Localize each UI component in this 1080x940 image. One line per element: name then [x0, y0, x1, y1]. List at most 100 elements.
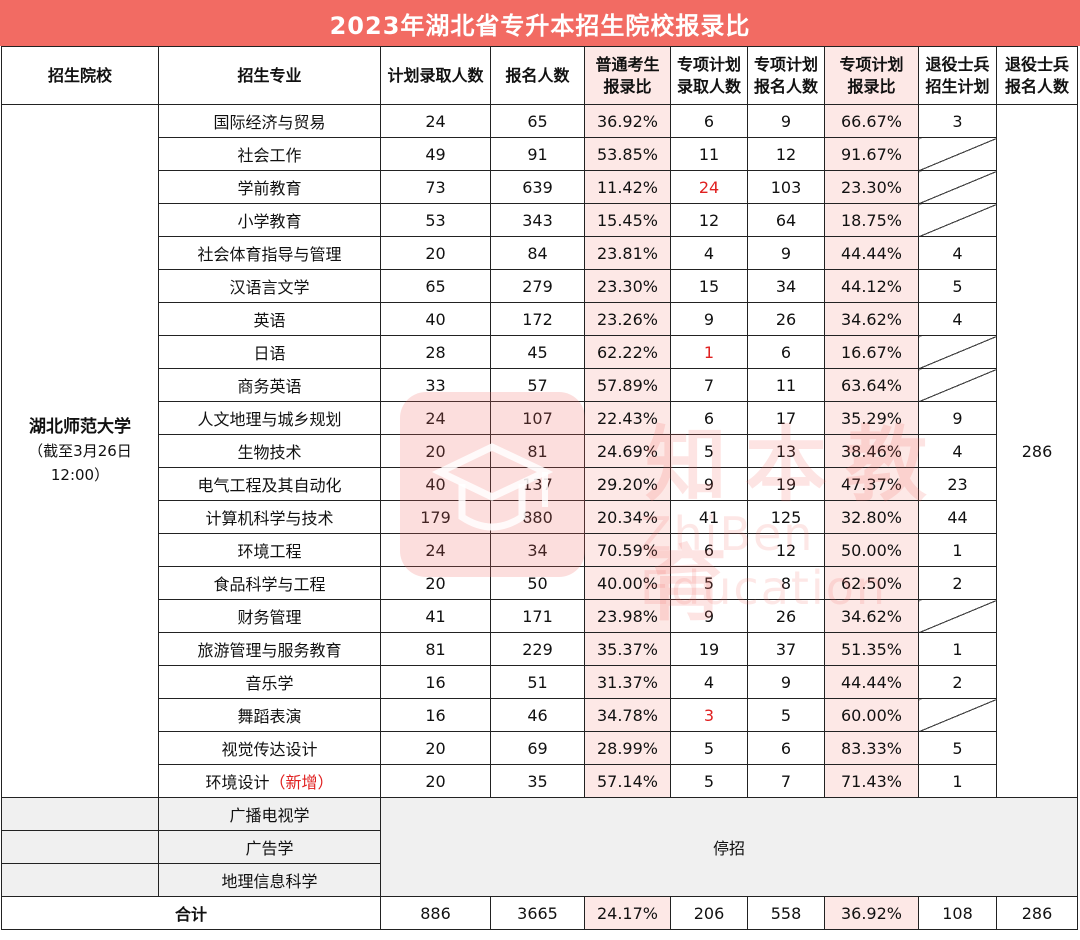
major-cell: 舞蹈表演 [158, 698, 381, 732]
special-apply-cell: 34 [747, 269, 825, 303]
major-cell: 小学教育 [158, 203, 381, 237]
plan-cell: 20 [380, 566, 491, 600]
table-row: 汉语言文学 65 279 23.30% 15 34 44.12% 5 [2, 269, 1078, 303]
special-ratio-cell: 32.80% [824, 500, 919, 534]
special-apply-cell: 9 [747, 104, 825, 138]
plan-cell: 16 [380, 698, 491, 732]
special-apply-cell: 125 [747, 500, 825, 534]
plan-cell: 41 [380, 599, 491, 633]
plan-cell: 33 [380, 368, 491, 402]
special-ratio-cell: 83.33% [824, 731, 919, 765]
special-ratio-cell: 18.75% [824, 203, 919, 237]
ratio-cell: 15.45% [584, 203, 671, 237]
page-title: 2023年湖北省专升本招生院校报录比 [0, 0, 1080, 46]
major-cell: 国际经济与贸易 [158, 104, 381, 138]
plan-cell: 16 [380, 665, 491, 699]
applicants-cell: 34 [490, 533, 585, 567]
special-admit-cell: 5 [670, 764, 748, 798]
total-row: 合计 886 3665 24.17% 206 558 36.92% 108 286 [1, 896, 1078, 930]
special-apply-cell: 17 [747, 401, 825, 435]
special-admit-cell: 6 [670, 401, 748, 435]
plan-cell: 24 [380, 533, 491, 567]
major-cell: 英语 [158, 302, 381, 336]
ratio-cell: 29.20% [584, 467, 671, 501]
header-veteran-apply: 退役士兵 报名人数 [996, 46, 1078, 105]
applicants-cell: 91 [490, 137, 585, 171]
total-veteran-plan-cell: 108 [918, 896, 997, 930]
special-ratio-cell: 44.12% [824, 269, 919, 303]
header-special-apply: 专项计划 报名人数 [747, 46, 825, 105]
special-ratio-cell: 23.30% [824, 170, 919, 204]
special-admit-cell: 9 [670, 302, 748, 336]
table-row: 湖北师范大学 （截至3月26日 12:00） 国际经济与贸易 24 65 36.… [1, 104, 1078, 798]
veteran-plan-cell [918, 335, 997, 369]
special-admit-cell: 4 [670, 665, 748, 699]
special-admit-cell: 9 [670, 467, 748, 501]
special-admit-cell: 4 [670, 236, 748, 270]
veteran-plan-cell: 1 [918, 632, 997, 666]
ratio-cell: 23.26% [584, 302, 671, 336]
major-cell: 学前教育 [158, 170, 381, 204]
stopped-major-cell: 广告学 [158, 830, 381, 864]
applicants-cell: 51 [490, 665, 585, 699]
plan-cell: 24 [380, 104, 491, 138]
school-name: 湖北师范大学 [29, 417, 131, 437]
total-special-ratio-cell: 36.92% [824, 896, 919, 930]
special-admit-cell: 6 [670, 104, 748, 138]
ratio-cell: 31.37% [584, 665, 671, 699]
plan-cell: 40 [380, 302, 491, 336]
veteran-plan-cell: 3 [918, 104, 997, 138]
plan-cell: 40 [380, 467, 491, 501]
applicants-cell: 137 [490, 467, 585, 501]
header-school: 招生院校 [1, 46, 159, 105]
special-ratio-cell: 71.43% [824, 764, 919, 798]
special-apply-cell: 26 [747, 599, 825, 633]
major-cell: 视觉传达设计 [158, 731, 381, 765]
stopped-major-cell: 地理信息科学 [158, 863, 381, 897]
total-special-apply-cell: 558 [747, 896, 825, 930]
major-cell: 日语 [158, 335, 381, 369]
school-note: （截至3月26日 [28, 442, 132, 460]
special-admit-cell: 9 [670, 599, 748, 633]
special-apply-cell: 64 [747, 203, 825, 237]
veteran-plan-cell: 2 [918, 566, 997, 600]
school-note-time: 12:00） [50, 466, 110, 484]
major-cell: 人文地理与城乡规划 [158, 401, 381, 435]
veteran-plan-cell: 2 [918, 665, 997, 699]
special-apply-cell: 12 [747, 533, 825, 567]
ratio-cell: 57.89% [584, 368, 671, 402]
major-cell: 汉语言文学 [158, 269, 381, 303]
special-apply-cell: 6 [747, 731, 825, 765]
ratio-cell: 34.78% [584, 698, 671, 732]
table-row: 英语 40 172 23.26% 9 26 34.62% 4 [2, 302, 1078, 336]
applicants-cell: 343 [490, 203, 585, 237]
special-apply-cell: 6 [747, 335, 825, 369]
veteran-plan-cell: 4 [918, 434, 997, 468]
plan-cell: 53 [380, 203, 491, 237]
table-row: 小学教育 53 343 15.45% 12 64 18.75% [2, 203, 1078, 237]
stopped-label-cell: 停招 [380, 797, 1078, 897]
major-cell: 旅游管理与服务教育 [158, 632, 381, 666]
special-ratio-cell: 47.37% [824, 467, 919, 501]
veteran-plan-cell [918, 203, 997, 237]
veteran-plan-cell [918, 137, 997, 171]
ratio-cell: 40.00% [584, 566, 671, 600]
special-apply-cell: 19 [747, 467, 825, 501]
special-admit-cell: 5 [670, 731, 748, 765]
header-row: 招生院校 招生专业 计划录取人数 报名人数 普通考生 报录比 专项计划 录取人数 专… [1, 46, 1078, 105]
ratio-cell: 36.92% [584, 104, 671, 138]
total-ratio-cell: 24.17% [584, 896, 671, 930]
total-veteran-apply-cell: 286 [996, 896, 1078, 930]
special-ratio-cell: 51.35% [824, 632, 919, 666]
veteran-plan-cell [918, 368, 997, 402]
special-admit-cell: 7 [670, 368, 748, 402]
major-cell: 环境设计（新增） [158, 764, 381, 798]
applicants-cell: 46 [490, 698, 585, 732]
stopped-major-cell: 广播电视学 [158, 797, 381, 831]
special-ratio-cell: 63.64% [824, 368, 919, 402]
special-ratio-cell: 62.50% [824, 566, 919, 600]
special-apply-cell: 37 [747, 632, 825, 666]
ratio-cell: 57.14% [584, 764, 671, 798]
table-row: 人文地理与城乡规划 24 107 22.43% 6 17 35.29% 9 [2, 401, 1078, 435]
special-ratio-cell: 34.62% [824, 599, 919, 633]
